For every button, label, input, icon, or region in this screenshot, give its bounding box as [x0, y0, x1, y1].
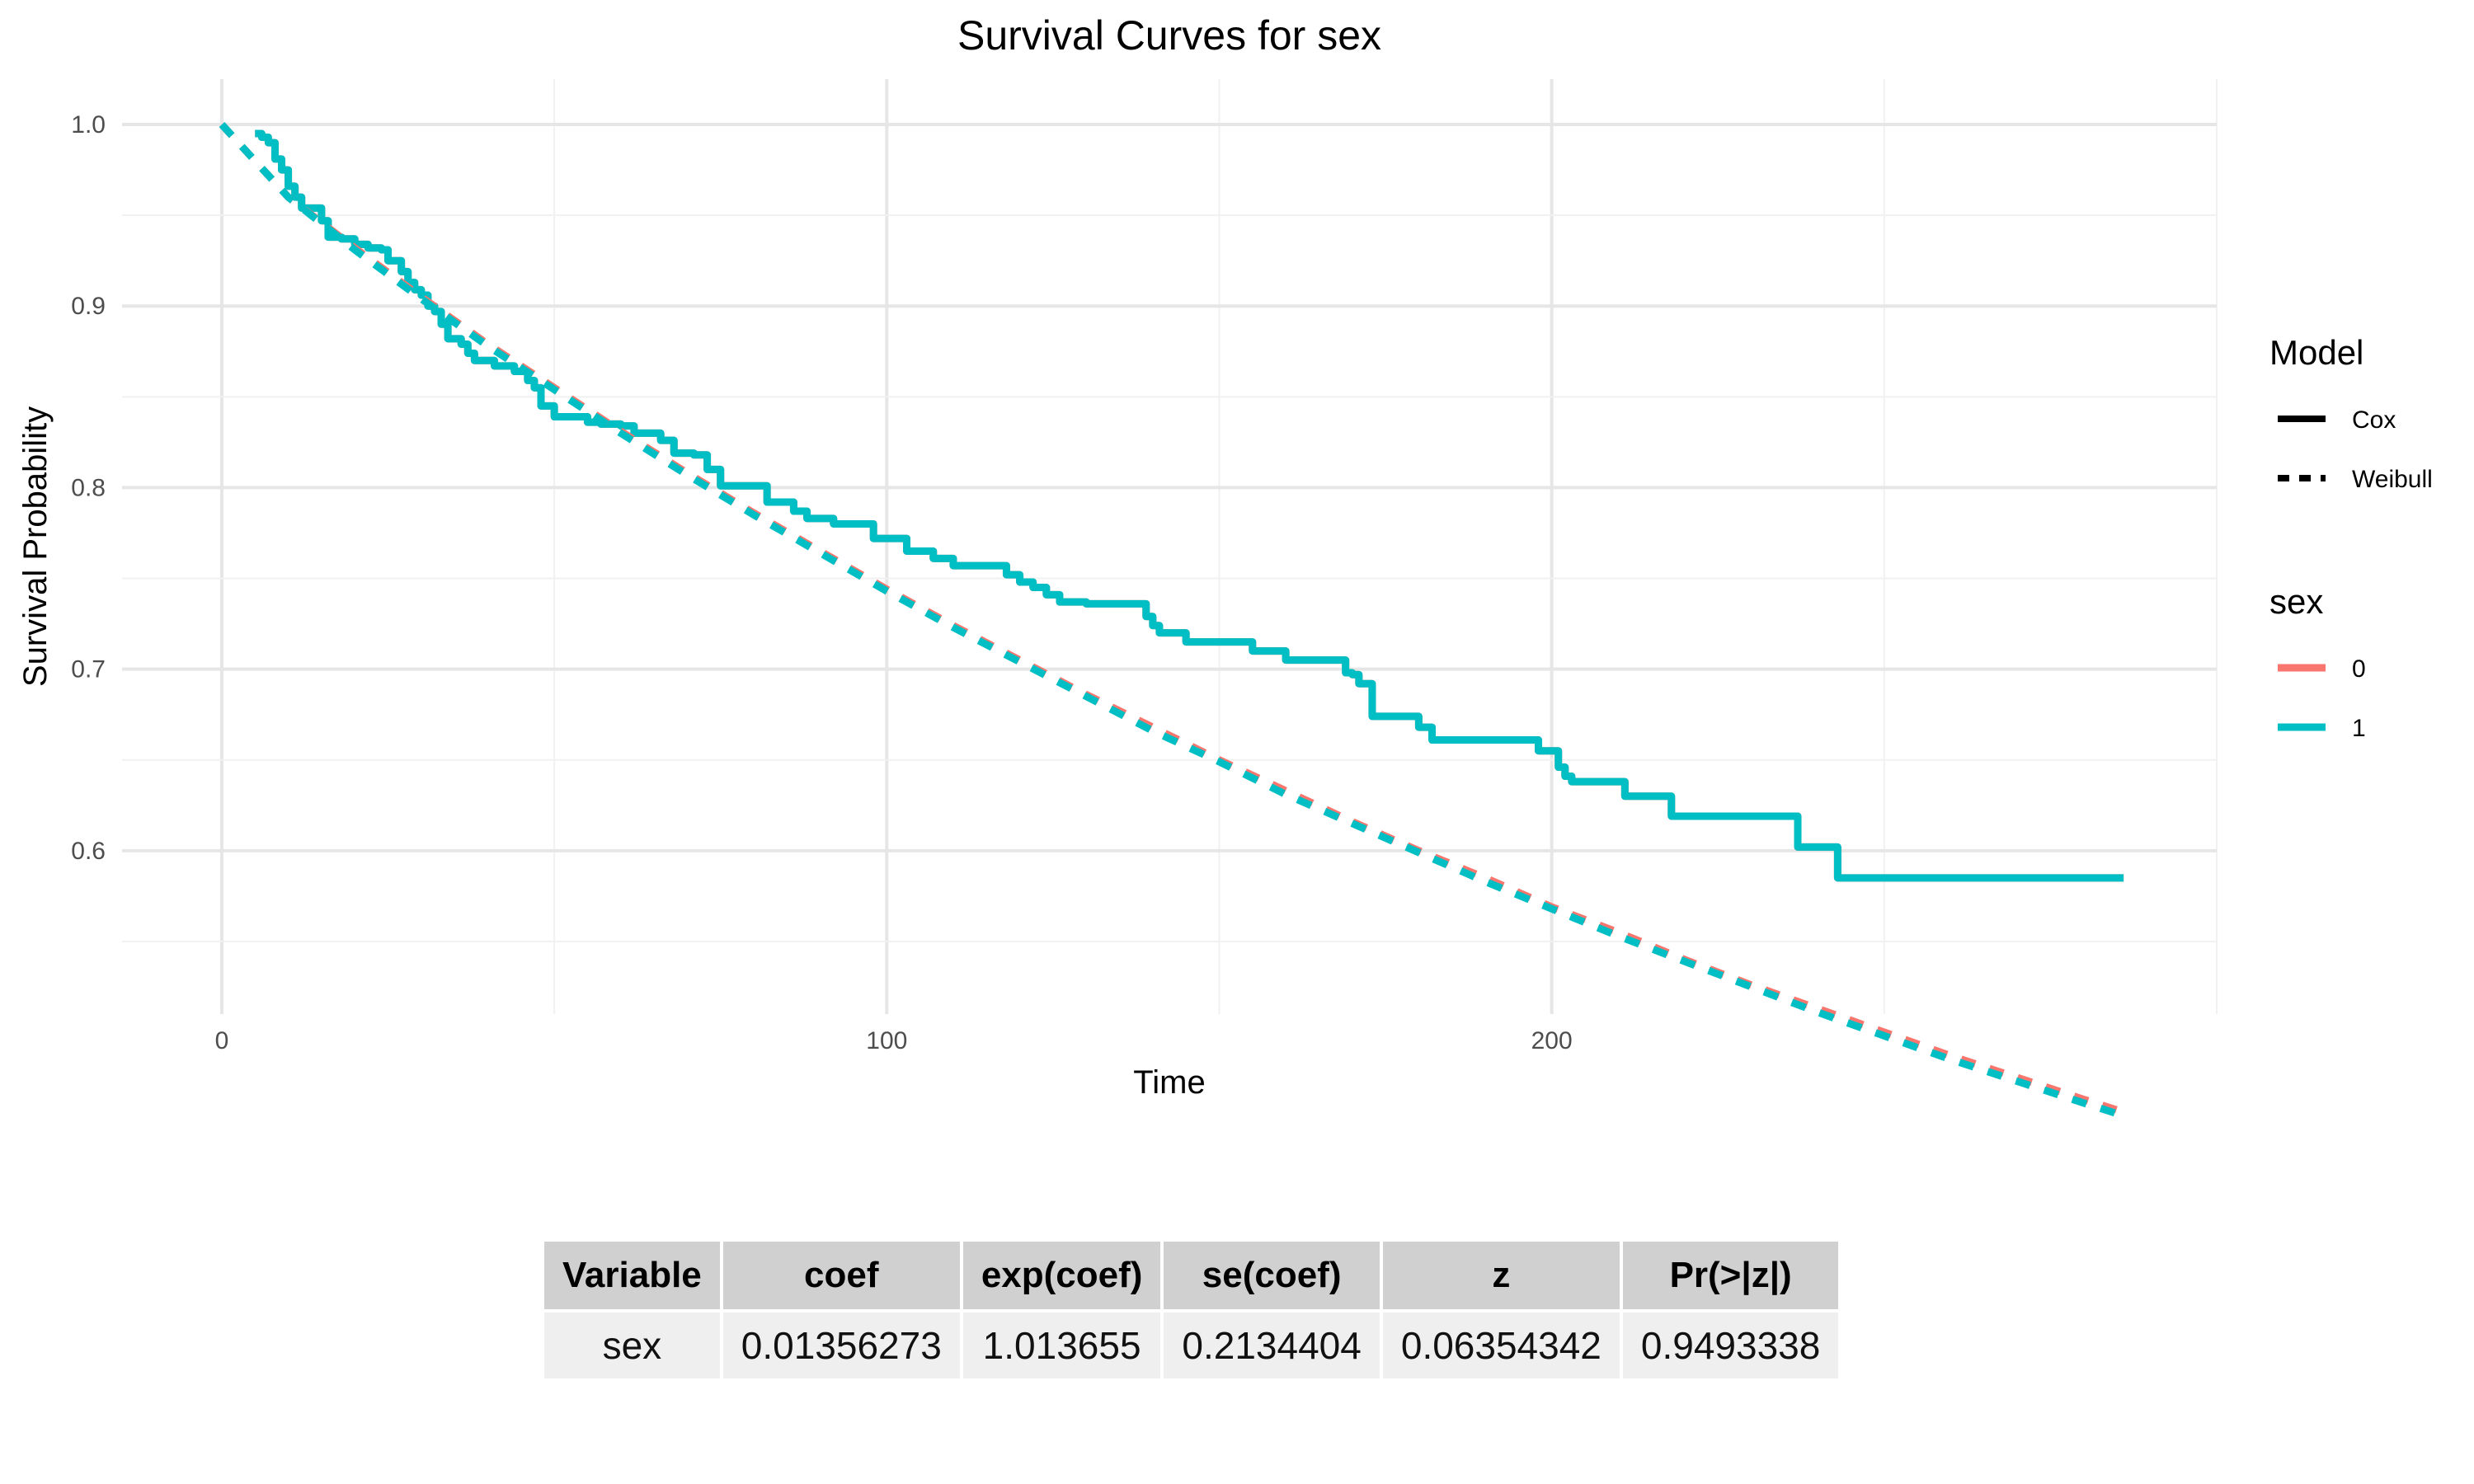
- legend-label-cox: Cox: [2352, 406, 2396, 434]
- header-se-coef: se(coef): [1164, 1242, 1380, 1309]
- y-tick-label: 0.9: [71, 293, 106, 320]
- series-line-cox-sex-1: [255, 129, 2124, 882]
- legend-label-sex-0: 0: [2352, 655, 2366, 683]
- y-tick-label: 1.0: [71, 111, 106, 139]
- cell-z: 0.06354342: [1382, 1313, 1620, 1378]
- x-axis-title: Time: [1133, 1064, 1205, 1101]
- y-tick-label: 0.7: [71, 656, 106, 683]
- header-p-value: Pr(>|z|): [1622, 1242, 1839, 1309]
- legend-title-model: Model: [2269, 333, 2363, 372]
- x-tick-label: 100: [866, 1027, 907, 1054]
- cell-exp-coef: 1.013655: [962, 1313, 1161, 1378]
- legend-label-sex-1: 1: [2352, 715, 2366, 742]
- table-header-row: Variable coef exp(coef) se(coef) z Pr(>|…: [544, 1242, 1839, 1309]
- series-line-cox-sex-0: [255, 129, 2124, 882]
- cell-se-coef: 0.2134404: [1164, 1313, 1380, 1378]
- y-axis-title: Survival Probability: [17, 406, 54, 687]
- header-coef: coef: [722, 1242, 960, 1309]
- header-exp-coef: exp(coef): [962, 1242, 1161, 1309]
- y-tick-label: 0.8: [71, 474, 106, 501]
- chart-title: Survival Curves for sex: [957, 12, 1381, 59]
- header-z: z: [1382, 1242, 1620, 1309]
- cell-p-value: 0.9493338: [1622, 1313, 1839, 1378]
- cell-variable: sex: [544, 1313, 720, 1378]
- legend-label-weibull: Weibull: [2352, 466, 2433, 493]
- cell-coef: 0.01356273: [722, 1313, 960, 1378]
- table-row: sex 0.01356273 1.013655 0.2134404 0.0635…: [544, 1313, 1839, 1378]
- coefficient-table: Variable coef exp(coef) se(coef) z Pr(>|…: [541, 1238, 1841, 1382]
- x-tick-label: 0: [215, 1027, 229, 1054]
- y-tick-label: 0.6: [71, 838, 106, 865]
- legend-title-sex: sex: [2269, 582, 2323, 621]
- series-line-weibull-sex-1: [219, 122, 2125, 1120]
- header-variable: Variable: [544, 1242, 720, 1309]
- x-tick-label: 200: [1531, 1027, 1573, 1054]
- series-line-weibull-sex-0: [219, 122, 2125, 1116]
